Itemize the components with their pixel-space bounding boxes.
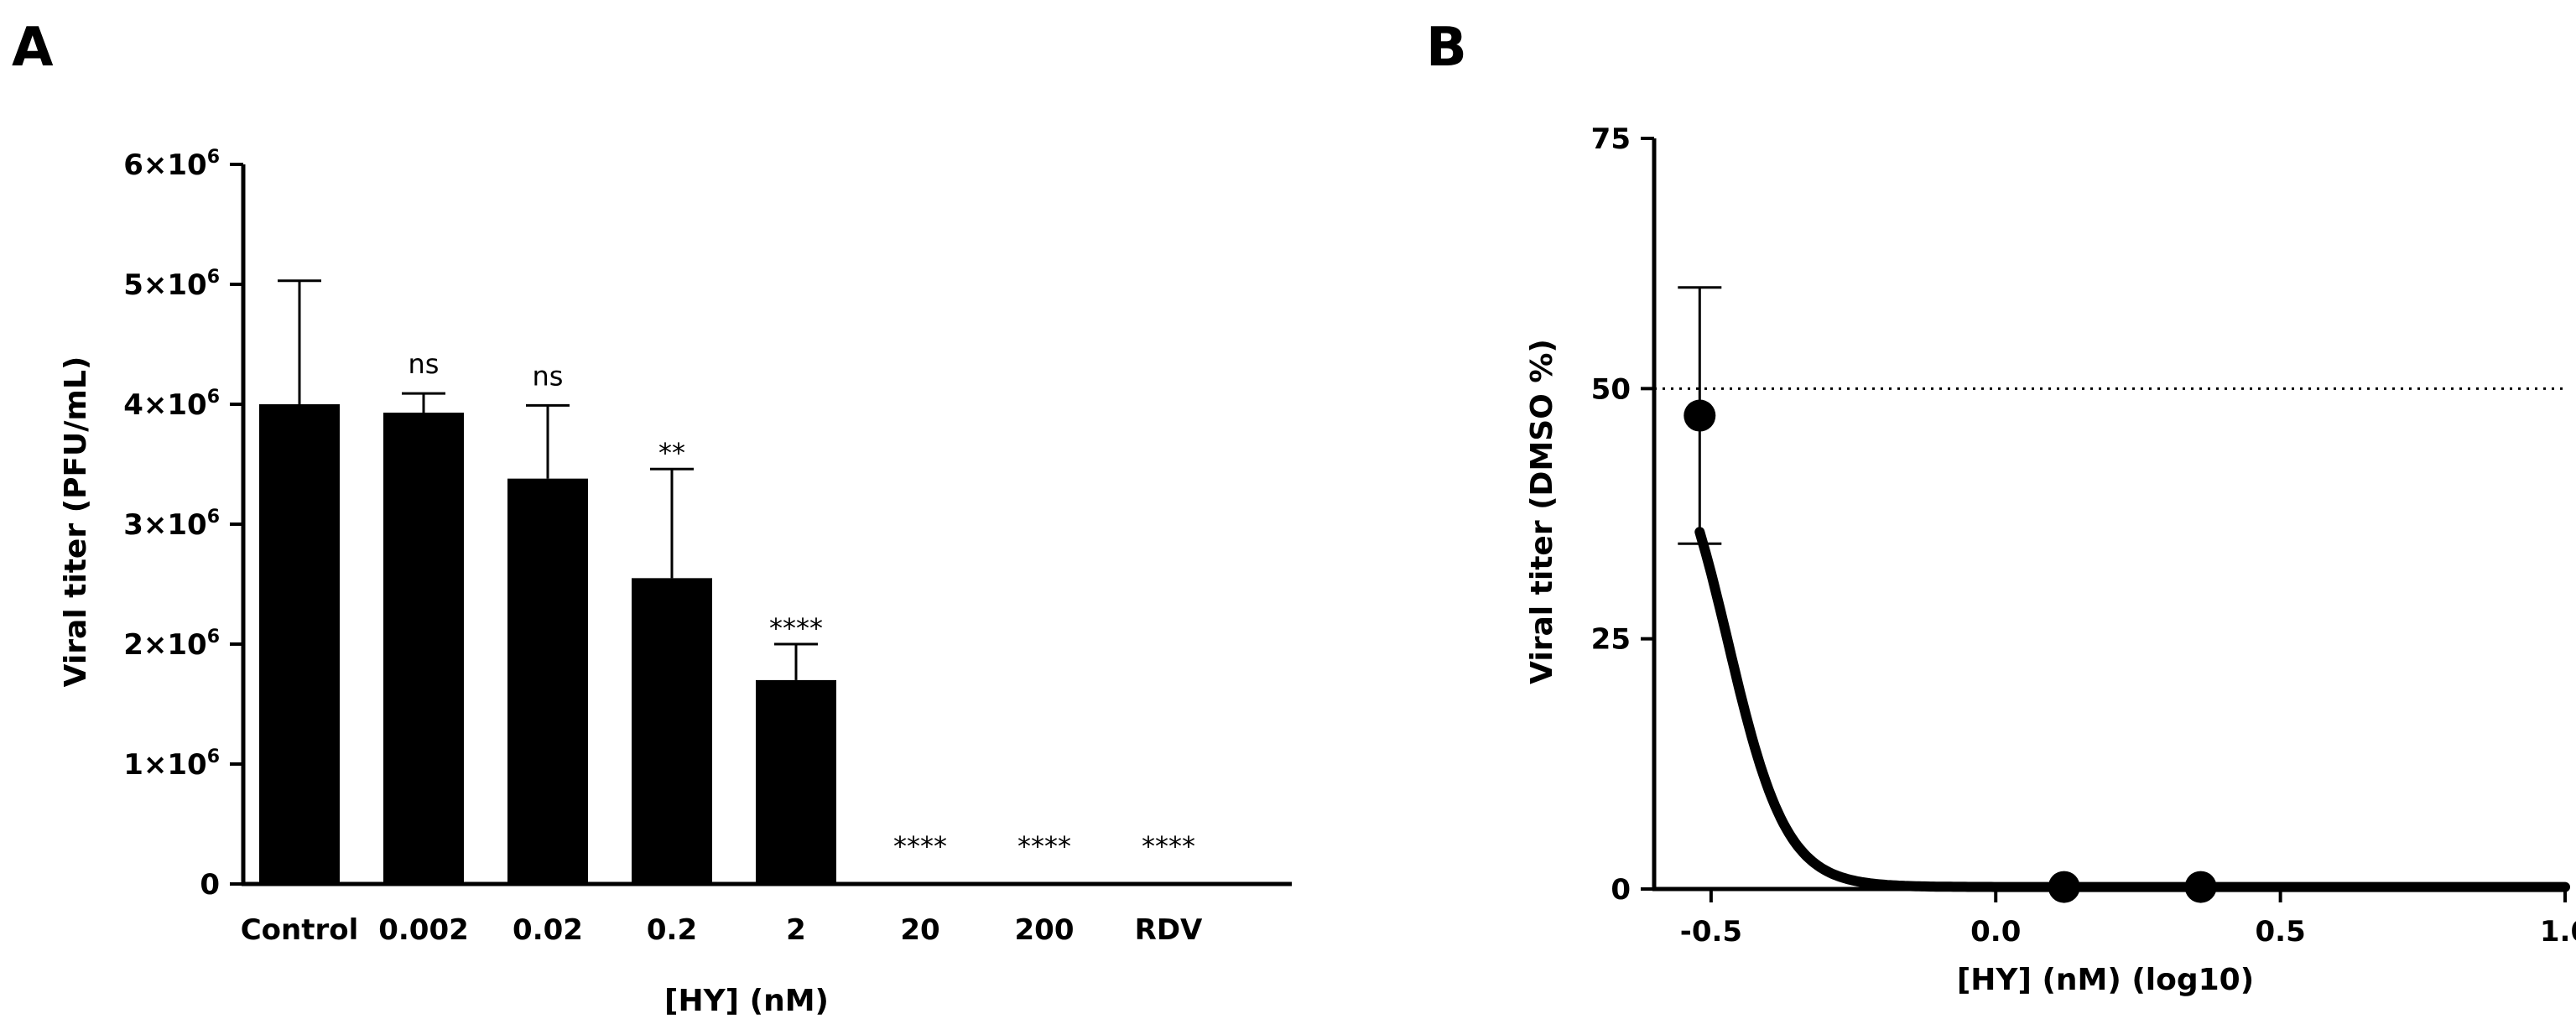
x-category-label: Control [241, 913, 359, 947]
y-tick-base: 4×10 [123, 388, 206, 422]
y-tick-label: 0 [1611, 873, 1631, 907]
significance-label: **** [893, 830, 947, 862]
x-category-label: 0.2 [647, 913, 697, 947]
data-point [1684, 399, 1716, 432]
data-point [2184, 871, 2217, 903]
y-tick-exponent: 6 [207, 387, 220, 408]
bar [632, 578, 712, 884]
x-category-label: 200 [1015, 913, 1075, 947]
y-tick-exponent: 6 [207, 147, 220, 168]
x-axis-title: [HY] (nM) [664, 984, 829, 1018]
y-tick-base: 2×10 [123, 628, 206, 662]
y-tick-label: 3×106 [123, 507, 220, 542]
significance-label: ** [658, 437, 685, 469]
y-tick-label: 5×106 [123, 267, 220, 302]
y-tick-label: 25 [1591, 623, 1631, 657]
data-point [2048, 871, 2080, 903]
y-axis-title: Viral titer (PFU/mL) [59, 356, 93, 688]
fit-curve [1694, 527, 2570, 892]
significance-label: ns [533, 360, 564, 392]
significance-label: **** [1017, 830, 1071, 862]
significance-label: ns [409, 348, 440, 380]
y-tick-label: 2×106 [123, 626, 220, 662]
dose-response-panel-b: 0 25 50 75 -0.5 0.0 0.5 1.0 [HY] (nM) (log10) Vir… [1525, 122, 2576, 997]
significance-label: **** [1142, 830, 1195, 862]
y-tick-label: 6×106 [123, 147, 220, 182]
x-category-label: 0.02 [513, 913, 583, 947]
x-category-label: RDV [1135, 913, 1203, 947]
bar [756, 679, 836, 884]
y-tick-base: 6×10 [123, 148, 206, 182]
y-tick-exponent: 6 [207, 746, 220, 767]
panel-letter-a: A [12, 17, 54, 79]
significance-label: **** [769, 612, 823, 644]
x-category-label: 20 [900, 913, 939, 947]
y-tick-exponent: 6 [207, 507, 220, 528]
x-axis-title: [HY] (nM) (log10) [1957, 963, 2254, 997]
x-tick-label: 0.0 [1970, 915, 2021, 949]
y-tick-exponent: 6 [207, 267, 220, 288]
y-tick-base: 5×10 [123, 268, 206, 302]
y-axis-title: Viral titer (DMSO %) [1525, 339, 1559, 684]
x-tick-label: -0.5 [1680, 915, 1742, 949]
x-tick-label: 0.5 [2256, 915, 2306, 949]
y-tick-label: 50 [1591, 372, 1631, 406]
y-tick-base: 1×10 [123, 748, 206, 782]
bar [259, 404, 340, 884]
y-tick-label: 0 [200, 868, 220, 902]
panel-letter-b: B [1426, 17, 1467, 79]
y-tick-label: 75 [1591, 122, 1631, 156]
bar [383, 413, 464, 884]
y-tick-base: 3×10 [123, 508, 206, 542]
x-category-label: 0.002 [378, 913, 469, 947]
y-tick-exponent: 6 [207, 626, 220, 647]
x-tick-label: 1.0 [2540, 915, 2576, 949]
y-tick-label: 1×106 [123, 746, 220, 782]
bar [507, 478, 588, 884]
y-tick-label: 4×106 [123, 387, 220, 422]
bar-chart-panel-a: 01×1062×1063×1064×1065×1066×106Controlns… [59, 147, 1292, 1018]
x-category-label: 2 [786, 913, 806, 947]
